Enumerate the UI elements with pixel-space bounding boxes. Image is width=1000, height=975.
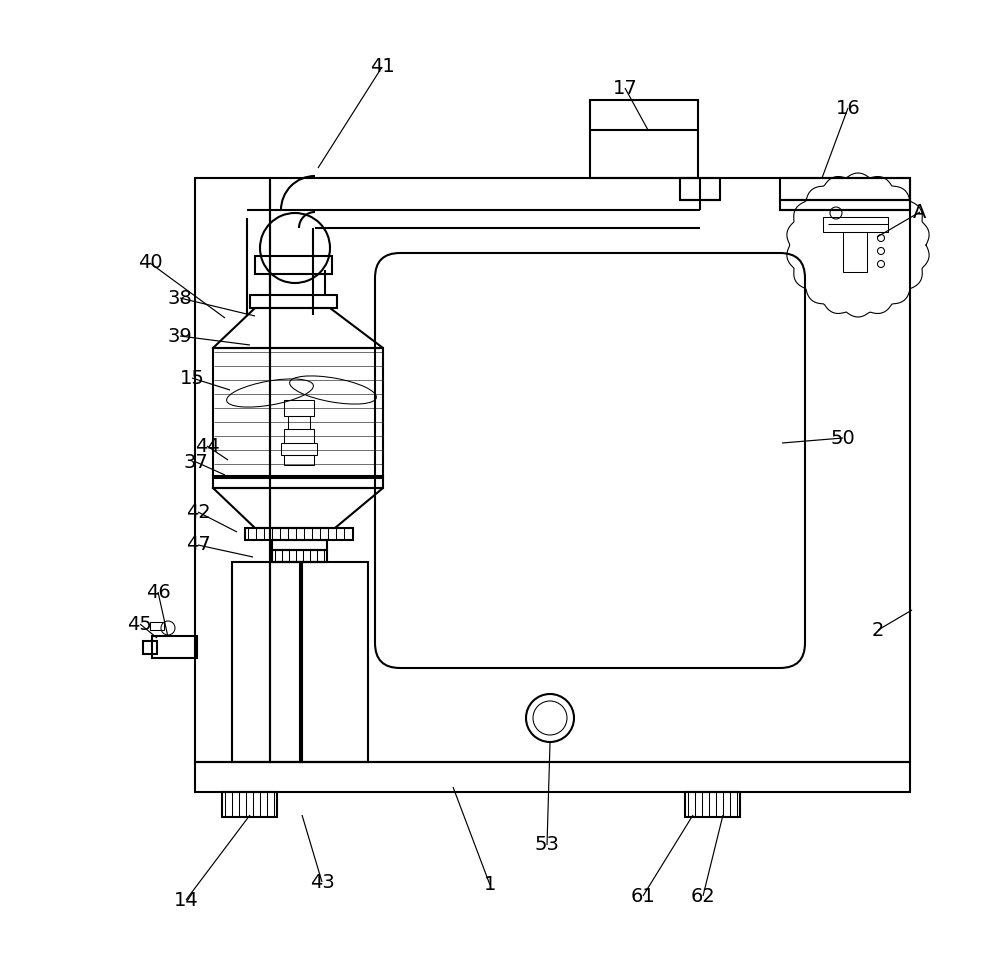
Text: 53: 53: [535, 836, 559, 854]
Text: 42: 42: [186, 502, 210, 522]
Bar: [143, 641, 157, 654]
Bar: [255, 256, 332, 274]
Text: 44: 44: [195, 437, 219, 455]
Text: 41: 41: [370, 58, 394, 76]
Bar: [213, 348, 383, 478]
Text: 39: 39: [168, 327, 192, 345]
Bar: [270, 178, 910, 762]
Bar: [150, 622, 164, 630]
Text: 47: 47: [186, 535, 210, 555]
Bar: [288, 416, 310, 429]
Text: 2: 2: [872, 620, 884, 640]
Bar: [680, 178, 720, 200]
Text: 1: 1: [484, 876, 496, 894]
Text: 62: 62: [691, 886, 715, 906]
Text: 40: 40: [138, 254, 162, 272]
Bar: [284, 429, 314, 443]
Text: 37: 37: [184, 452, 208, 472]
Bar: [222, 792, 277, 817]
Bar: [272, 550, 327, 562]
Bar: [245, 528, 353, 540]
Bar: [780, 200, 910, 210]
Bar: [284, 400, 314, 416]
Bar: [213, 476, 383, 488]
Bar: [195, 762, 910, 792]
Bar: [590, 100, 698, 178]
Bar: [780, 178, 910, 200]
Text: 38: 38: [168, 289, 192, 307]
Bar: [232, 562, 302, 762]
Text: 61: 61: [631, 886, 655, 906]
Bar: [152, 636, 197, 658]
Bar: [284, 455, 314, 465]
Text: 17: 17: [613, 79, 637, 98]
Text: A: A: [913, 203, 927, 221]
Bar: [250, 295, 337, 308]
Text: 50: 50: [831, 428, 855, 448]
Text: 46: 46: [146, 582, 170, 602]
Bar: [300, 562, 368, 762]
Bar: [195, 178, 270, 762]
Bar: [272, 540, 327, 550]
Text: 16: 16: [836, 98, 860, 118]
Text: 14: 14: [174, 890, 198, 910]
Bar: [843, 232, 867, 272]
Text: 43: 43: [310, 873, 334, 891]
Text: 15: 15: [180, 369, 204, 387]
Text: 45: 45: [128, 614, 152, 634]
Bar: [685, 792, 740, 817]
Bar: [823, 217, 888, 232]
Bar: [281, 443, 317, 455]
